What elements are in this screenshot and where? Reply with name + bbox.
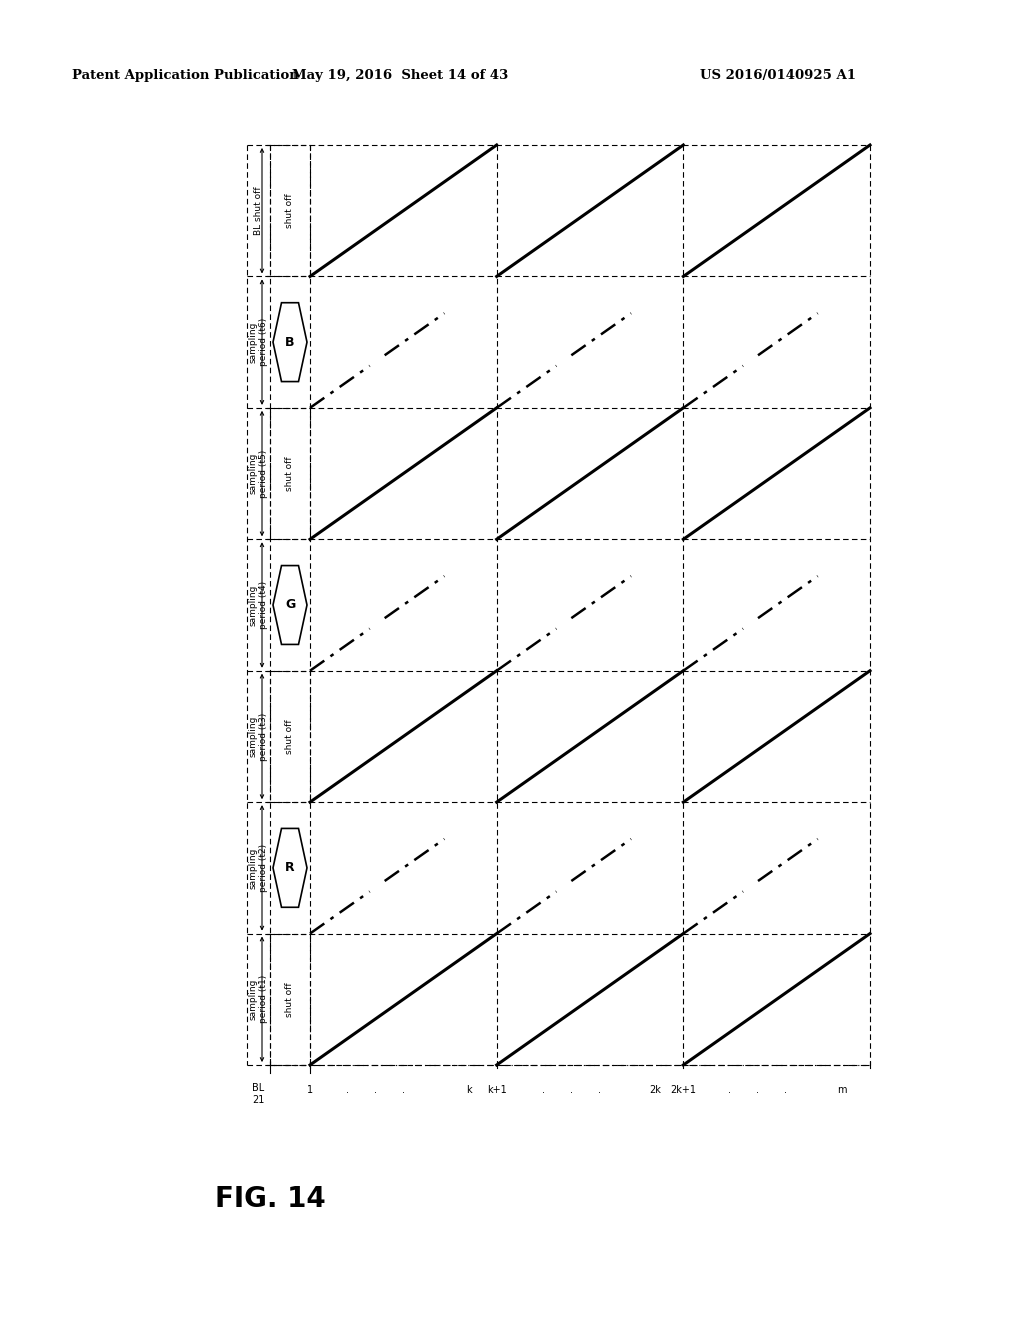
- Text: k: k: [466, 1085, 471, 1096]
- Text: sampling
period (t2): sampling period (t2): [249, 843, 268, 892]
- Text: Patent Application Publication: Patent Application Publication: [72, 69, 299, 82]
- Text: .: .: [569, 1085, 572, 1096]
- Text: .: .: [401, 1085, 404, 1096]
- Text: 2k: 2k: [649, 1085, 662, 1096]
- Text: May 19, 2016  Sheet 14 of 43: May 19, 2016 Sheet 14 of 43: [292, 69, 508, 82]
- Text: .: .: [346, 1085, 349, 1096]
- Text: shut off: shut off: [286, 194, 295, 228]
- Text: .: .: [598, 1085, 601, 1096]
- Text: R: R: [286, 862, 295, 874]
- Text: sampling
period (t1): sampling period (t1): [249, 975, 268, 1023]
- Text: BL shut off: BL shut off: [254, 186, 263, 235]
- Text: .: .: [542, 1085, 545, 1096]
- Text: .: .: [374, 1085, 377, 1096]
- Text: shut off: shut off: [286, 982, 295, 1016]
- Text: sampling
period (t6): sampling period (t6): [249, 318, 268, 366]
- Text: m: m: [838, 1085, 847, 1096]
- Text: BL
21: BL 21: [252, 1082, 264, 1105]
- Text: sampling
period (t3): sampling period (t3): [249, 713, 268, 760]
- Text: shut off: shut off: [286, 457, 295, 491]
- Text: sampling
period (t5): sampling period (t5): [249, 449, 268, 498]
- Text: FIG. 14: FIG. 14: [215, 1185, 326, 1213]
- Text: .: .: [728, 1085, 731, 1096]
- Text: .: .: [757, 1085, 760, 1096]
- Text: k+1: k+1: [486, 1085, 507, 1096]
- Text: B: B: [286, 335, 295, 348]
- Text: sampling
period (t4): sampling period (t4): [249, 581, 268, 630]
- Text: US 2016/0140925 A1: US 2016/0140925 A1: [700, 69, 856, 82]
- Text: 2k+1: 2k+1: [671, 1085, 696, 1096]
- Text: 1: 1: [307, 1085, 313, 1096]
- Text: shut off: shut off: [286, 719, 295, 754]
- Text: G: G: [285, 598, 295, 611]
- Text: .: .: [784, 1085, 787, 1096]
